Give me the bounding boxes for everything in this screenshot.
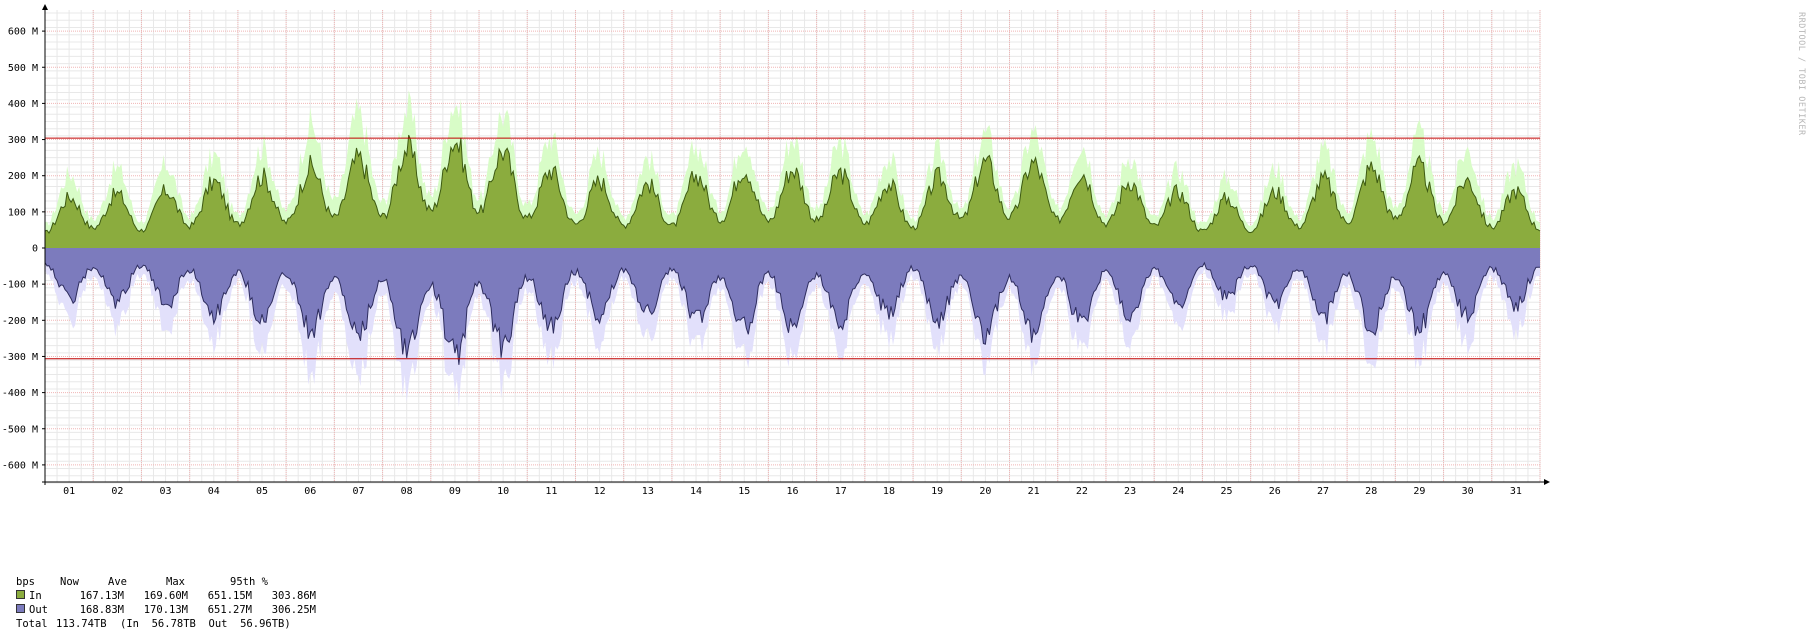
legend-in-p95: 303.86M: [271, 590, 316, 602]
x-tick-label: 31: [1510, 486, 1522, 497]
x-tick-label: 02: [111, 486, 123, 497]
legend-row-out: Out 168.83M 170.13M 651.27M 306.25M: [16, 603, 316, 617]
x-tick-label: 27: [1317, 486, 1329, 497]
legend: bps Now Ave Max 95th % In 167.13M 169.60…: [16, 575, 316, 631]
legend-unit: bps: [16, 576, 35, 588]
legend-total-row: Total 113.74TB (In 56.78TB Out 56.96TB): [16, 617, 316, 631]
x-axis-arrow: [1544, 479, 1550, 485]
x-tick-label: 11: [545, 486, 557, 497]
x-tick-label: 07: [352, 486, 364, 497]
legend-out-ave: 170.13M: [143, 604, 188, 616]
legend-total-detail: (In 56.78TB Out 56.96TB): [120, 618, 291, 630]
legend-out-max: 651.27M: [207, 604, 252, 616]
x-tick-label: 22: [1076, 486, 1088, 497]
x-tick-label: 13: [642, 486, 654, 497]
legend-in-now: 167.13M: [79, 590, 124, 602]
legend-header-max: Max: [166, 576, 185, 588]
x-tick-label: 01: [63, 486, 75, 497]
x-tick-label: 17: [835, 486, 847, 497]
y-tick-label: 100 M: [8, 207, 38, 218]
legend-header-ave: Ave: [108, 576, 127, 588]
series-in-area: [45, 135, 1540, 248]
legend-in-ave: 169.60M: [143, 590, 188, 602]
x-tick-label: 19: [931, 486, 943, 497]
legend-row-in: In 167.13M 169.60M 651.15M 303.86M: [16, 589, 316, 603]
x-tick-label: 26: [1269, 486, 1281, 497]
legend-header-now: Now: [60, 576, 79, 588]
series-out-line: [44, 261, 1541, 365]
x-tick-label: 21: [1028, 486, 1040, 497]
legend-out-label: Out: [29, 604, 48, 616]
series-out-area: [45, 248, 1540, 365]
traffic-chart: 600 M 500 M 400 M 300 M 200 M 100 M 0 -100 M -20…: [2, 4, 1550, 497]
x-tick-label: 20: [979, 486, 991, 497]
x-tick-label: 29: [1413, 486, 1425, 497]
y-tick-label: -600 M: [2, 460, 38, 471]
x-tick-label: 08: [401, 486, 413, 497]
x-tick-label: 15: [738, 486, 750, 497]
y-tick-label: -100 M: [2, 280, 38, 291]
x-tick-label: 03: [160, 486, 172, 497]
y-tick-label: -200 M: [2, 316, 38, 327]
x-tick-label: 30: [1462, 486, 1474, 497]
y-axis-arrow: [42, 4, 48, 10]
x-tick-label: 16: [786, 486, 798, 497]
legend-in-swatch: [16, 590, 25, 599]
y-tick-label: -300 M: [2, 352, 38, 363]
x-tick-label: 06: [304, 486, 316, 497]
x-tick-label: 28: [1365, 486, 1377, 497]
x-tick-label: 09: [449, 486, 461, 497]
y-tick-label: 600 M: [8, 27, 38, 38]
x-tick-label: 12: [594, 486, 606, 497]
y-tick-label: 200 M: [8, 171, 38, 182]
watermark: RRDTOOL / TOBI OETIKER: [1796, 12, 1806, 136]
x-tick-label: 25: [1221, 486, 1233, 497]
x-tick-label: 04: [208, 486, 220, 497]
y-tick-label: 400 M: [8, 99, 38, 110]
x-tick-label: 10: [497, 486, 509, 497]
x-tick-label: 24: [1172, 486, 1184, 497]
legend-out-swatch: [16, 604, 25, 613]
x-tick-label: 23: [1124, 486, 1136, 497]
legend-in-max: 651.15M: [207, 590, 252, 602]
x-tick-label: 18: [883, 486, 895, 497]
y-tick-label: -500 M: [2, 424, 38, 435]
y-tick-label: -400 M: [2, 388, 38, 399]
legend-out-now: 168.83M: [79, 604, 124, 616]
legend-total-label: Total: [16, 618, 48, 630]
series-in-line: [44, 134, 1541, 235]
y-tick-label: 500 M: [8, 63, 38, 74]
y-tick-label: 0: [32, 244, 38, 255]
x-tick-label: 05: [256, 486, 268, 497]
y-tick-label: 300 M: [8, 135, 38, 146]
x-tick-label: 14: [690, 486, 702, 497]
legend-total-value: 113.74TB: [56, 618, 107, 630]
legend-out-p95: 306.25M: [271, 604, 316, 616]
legend-header-p95: 95th %: [230, 576, 268, 588]
legend-in-label: In: [29, 590, 42, 602]
legend-header-row: bps Now Ave Max 95th %: [16, 575, 316, 589]
